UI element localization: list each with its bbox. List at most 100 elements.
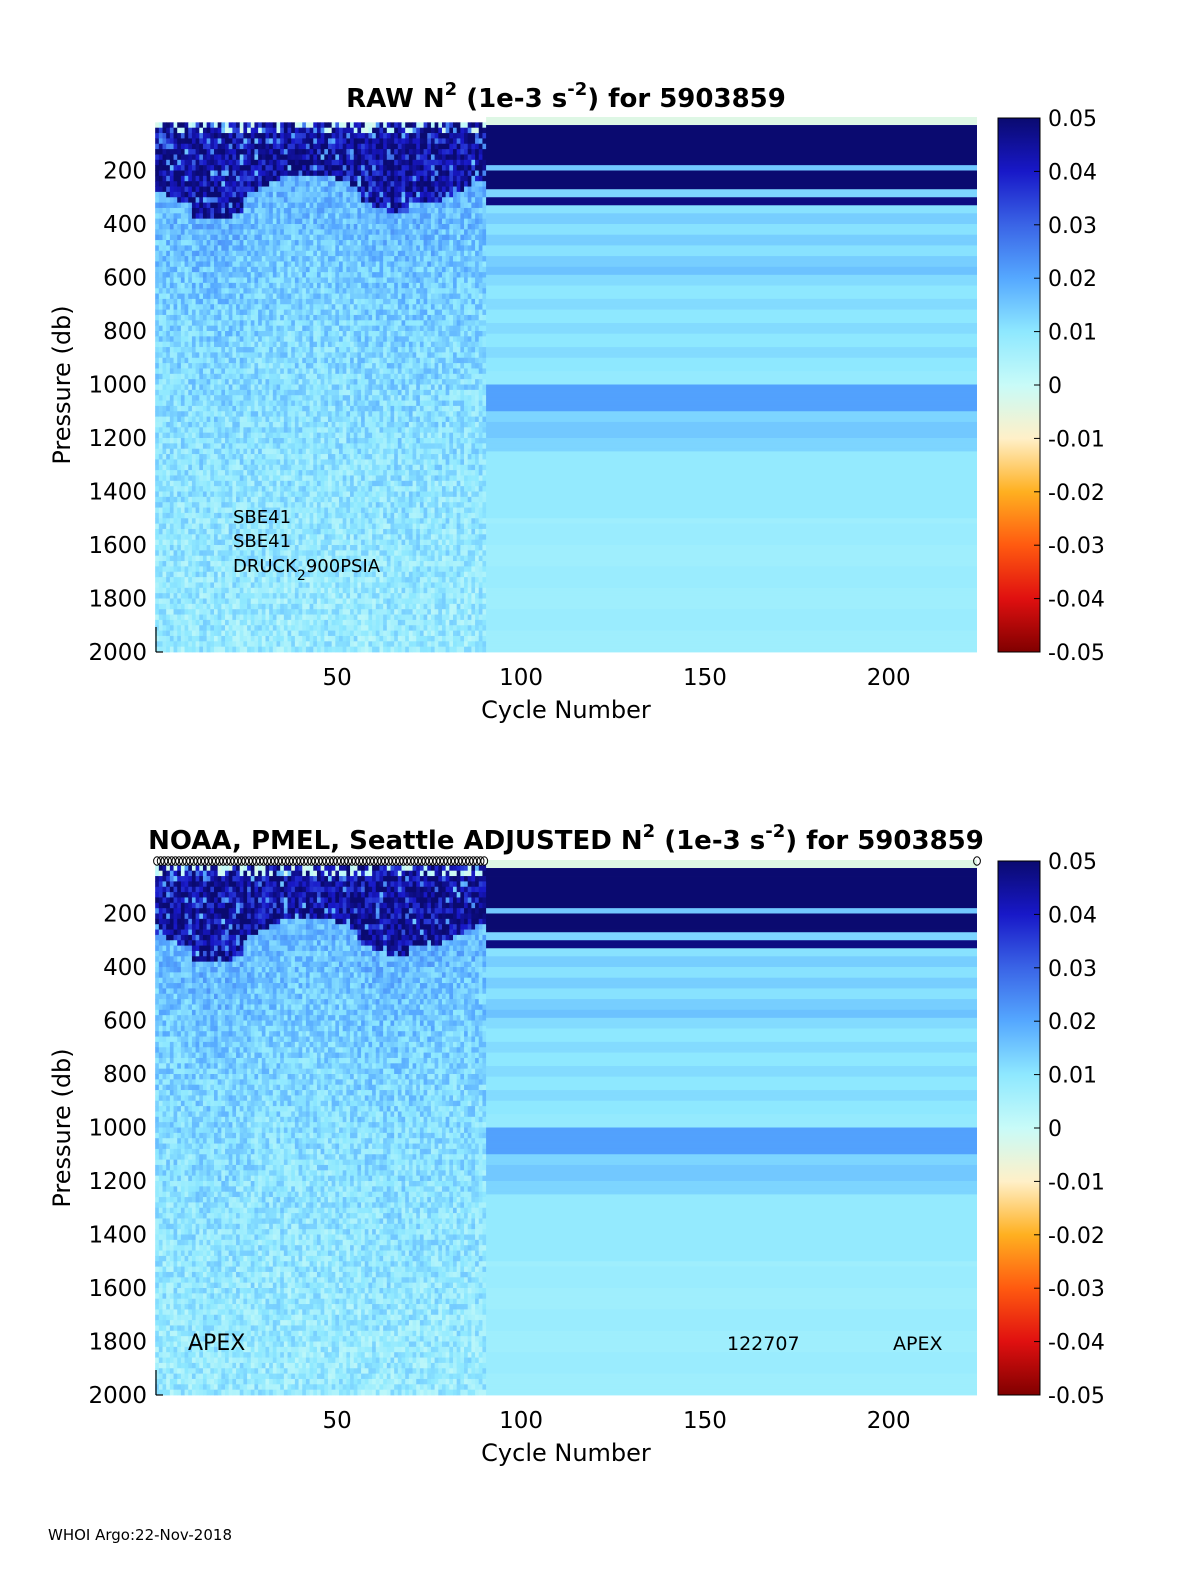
y-tick-label: 1200 — [88, 1169, 147, 1195]
colorbar-tick-label: 0.03 — [1048, 957, 1097, 982]
band-cell — [486, 344, 977, 348]
qc-marker — [189, 856, 198, 866]
band-cell — [486, 464, 977, 468]
band-cell — [486, 606, 977, 610]
band-cell — [486, 550, 977, 554]
colorbar-tick-label: 0.04 — [1048, 160, 1097, 185]
band-cell — [486, 881, 977, 885]
band-cell — [486, 1114, 977, 1118]
qc-marker — [340, 856, 349, 866]
band-cell — [486, 125, 977, 129]
band-cell — [486, 1098, 977, 1102]
qc-marker — [344, 856, 353, 866]
band-cell — [486, 894, 977, 898]
band-cell — [486, 1213, 977, 1217]
adjusted-y-label: Pressure (db) — [48, 1048, 76, 1207]
band-cell — [486, 512, 977, 516]
band-cell — [486, 601, 977, 605]
qc-marker — [417, 856, 426, 866]
band-cell — [486, 1282, 977, 1286]
band-cell — [486, 1325, 977, 1329]
band-cell — [486, 459, 977, 463]
y-tick-label: 1200 — [88, 426, 147, 452]
band-cell — [486, 392, 977, 396]
band-cell — [486, 515, 977, 519]
qc-marker — [465, 856, 474, 866]
band-cell — [486, 339, 977, 343]
band-cell — [486, 539, 977, 543]
band-cell — [486, 1296, 977, 1300]
band-cell — [486, 1221, 977, 1225]
band-cell — [486, 1189, 977, 1193]
band-cell — [486, 419, 977, 423]
colorbar-tick-label: -0.04 — [1048, 588, 1105, 613]
band-cell — [486, 1020, 977, 1024]
band-cell — [486, 996, 977, 1000]
band-cell — [486, 980, 977, 984]
band-cell — [486, 288, 977, 292]
band-cell — [486, 250, 977, 254]
qc-marker — [473, 856, 481, 866]
band-cell — [486, 614, 977, 618]
band-cell — [486, 360, 977, 364]
band-cell — [486, 953, 977, 957]
qc-marker — [355, 856, 364, 866]
band-cell — [486, 133, 977, 137]
band-cell — [486, 1242, 977, 1246]
band-cell — [486, 553, 977, 557]
band-cell — [486, 595, 977, 599]
raw-sensor-label-3: DRUCK2900PSIA — [233, 556, 381, 584]
band-cell — [486, 1154, 977, 1158]
colorbar-gradient — [997, 117, 1041, 653]
band-cell — [486, 197, 977, 201]
band-cell — [486, 1306, 977, 1310]
band-cell — [486, 1234, 977, 1238]
band-cell — [486, 363, 977, 367]
band-cell — [486, 151, 977, 155]
adjusted-axes: 50 100 150 200 200 400 600 800 1000 1200 1400 1600 1… — [88, 902, 910, 1435]
band-cell — [486, 934, 977, 938]
band-cell — [486, 146, 977, 150]
band-cell — [486, 1036, 977, 1040]
y-tick-label: 400 — [103, 212, 147, 238]
band-cell — [486, 1162, 977, 1166]
colorbar-tick-label: 0 — [1048, 1117, 1062, 1142]
band-cell — [486, 1007, 977, 1011]
band-cell — [486, 918, 977, 922]
band-cell — [486, 926, 977, 930]
band-cell — [486, 1336, 977, 1340]
band-cell — [486, 355, 977, 359]
band-cell — [486, 504, 977, 508]
band-cell — [486, 956, 977, 960]
band-cell — [486, 910, 977, 914]
band-cell — [486, 1175, 977, 1179]
band-cell — [486, 940, 977, 944]
colorbar-tick-label: 0.03 — [1048, 214, 1097, 239]
band-cell — [486, 1095, 977, 1099]
qc-marker — [270, 856, 279, 866]
band-cell — [486, 900, 977, 904]
band-cell — [486, 1199, 977, 1203]
x-tick-label: 200 — [867, 665, 911, 691]
y-tick-label: 1000 — [88, 1116, 147, 1142]
adjusted-title: NOAA, PMEL, Seattle ADJUSTED N2 (1e-3 s-… — [148, 821, 984, 856]
band-cell — [486, 333, 977, 337]
y-tick-label: 2000 — [88, 1383, 147, 1409]
band-cell — [486, 1183, 977, 1187]
band-cell — [486, 1164, 977, 1169]
band-cell — [486, 876, 977, 880]
band-cell — [486, 561, 977, 565]
band-cell — [486, 1167, 977, 1171]
band-cell — [486, 993, 977, 997]
band-cell — [486, 496, 977, 500]
colorbar-tick-label: 0.04 — [1048, 903, 1097, 928]
colorbar-tick-label: -0.04 — [1048, 1331, 1105, 1356]
qc-marker — [447, 856, 456, 866]
band-cell — [486, 1159, 977, 1163]
band-cell — [486, 1245, 977, 1249]
qc-marker — [186, 856, 194, 866]
x-tick-label: 100 — [499, 1408, 543, 1434]
band-cell — [486, 322, 977, 327]
band-cell — [486, 1079, 977, 1083]
band-cell — [486, 967, 977, 971]
